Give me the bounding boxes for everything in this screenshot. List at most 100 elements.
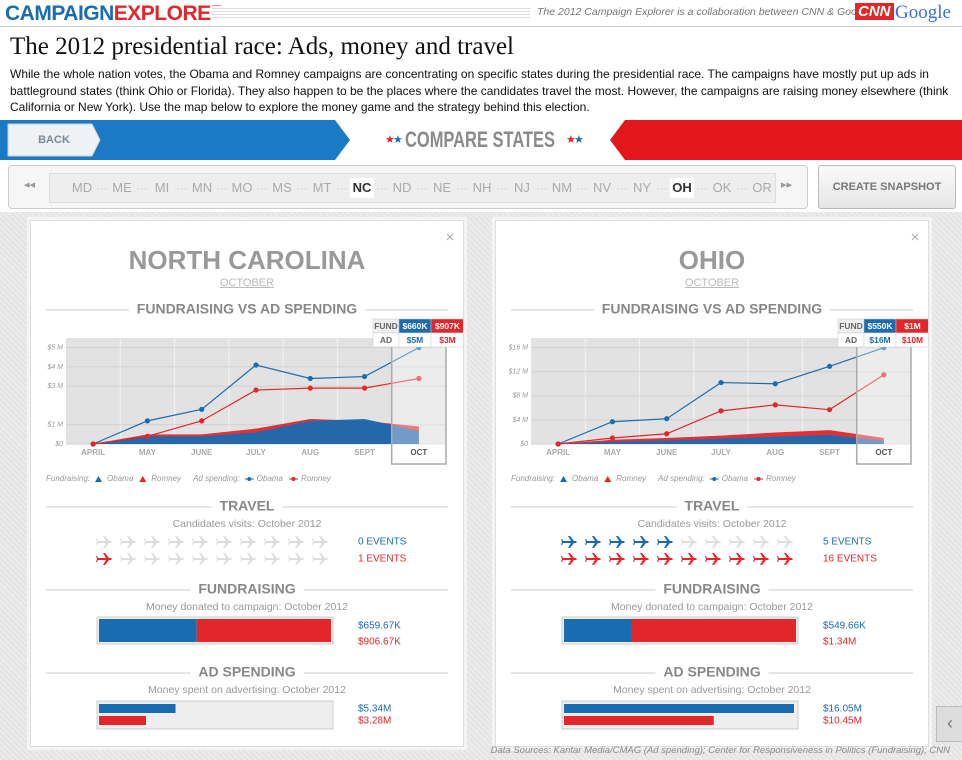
- state-sep: ···: [296, 181, 308, 195]
- side-arrow[interactable]: ‹: [936, 706, 962, 742]
- nav-title: COMPARE STATES: [405, 127, 555, 152]
- point: [199, 406, 205, 412]
- point: [826, 363, 833, 369]
- section-heading: FUNDRAISING: [663, 581, 760, 597]
- cnn-logo[interactable]: CNN: [855, 3, 894, 20]
- legend-label: Romney: [766, 474, 797, 483]
- subtitle: Money spent on advertising: October 2012: [613, 684, 811, 696]
- ad-bar: [564, 704, 794, 713]
- subtitle: Candidates visits: October 2012: [173, 518, 322, 530]
- legend-label: Obama: [572, 474, 599, 483]
- plane: [633, 553, 649, 565]
- section-heading: FUNDRAISING VS AD SPENDING: [137, 301, 358, 317]
- events-label: 0 EVENTS: [358, 537, 407, 548]
- y-tick-label: $8 M: [511, 393, 528, 400]
- point: [555, 441, 561, 447]
- plane: [216, 536, 232, 548]
- plane: [168, 553, 184, 565]
- legend-label: Obama: [257, 474, 284, 483]
- point: [307, 375, 313, 382]
- state-item[interactable]: NC: [350, 178, 374, 198]
- state-item[interactable]: NY: [632, 180, 652, 195]
- close-button[interactable]: ×: [446, 229, 455, 246]
- plane: [729, 536, 745, 548]
- point: [772, 381, 778, 387]
- legend-swatch: [139, 476, 147, 482]
- state-item[interactable]: NJ: [514, 180, 530, 195]
- state-item[interactable]: MO: [231, 180, 253, 195]
- plane: [561, 536, 577, 548]
- tooltip-text: $16M: [869, 335, 890, 345]
- header-stripes: [212, 6, 530, 20]
- plane: [753, 536, 769, 548]
- next-arrow[interactable]: ▸▸: [781, 179, 793, 191]
- state-sep: ···: [216, 181, 228, 195]
- month: OCTOBER: [220, 277, 274, 289]
- state-item[interactable]: OK: [712, 180, 732, 195]
- plane: [705, 536, 721, 548]
- ad-label: $16.05M: [823, 704, 862, 715]
- point: [253, 387, 259, 393]
- back-button[interactable]: [7, 123, 101, 157]
- state-sep: ···: [336, 181, 348, 195]
- fund-bar: [631, 619, 796, 642]
- back-label[interactable]: BACK: [38, 134, 70, 146]
- point: [199, 418, 205, 424]
- legend-swatch: [604, 476, 612, 482]
- y-tick-label: $3 M: [46, 383, 63, 390]
- state-item[interactable]: MN: [191, 180, 213, 195]
- y-tick-label: $5 M: [46, 344, 63, 351]
- events-label: 16 EVENTS: [823, 554, 877, 565]
- state-item[interactable]: ME: [112, 180, 132, 195]
- state-item[interactable]: ND: [392, 180, 412, 195]
- snapshot-button[interactable]: CREATE SNAPSHOT: [818, 165, 956, 209]
- legend-label: Romney: [616, 474, 647, 483]
- plane-row: [96, 536, 328, 548]
- close-button[interactable]: ×: [911, 229, 920, 246]
- plane: [777, 536, 793, 548]
- state-sep: ···: [656, 181, 668, 195]
- plane: [96, 536, 112, 548]
- state-item[interactable]: NH: [472, 180, 492, 195]
- state-sep: ···: [136, 181, 148, 195]
- brand[interactable]: CAMPAIGNEXPLORER: [5, 2, 226, 26]
- state-item[interactable]: NE: [432, 180, 452, 195]
- plane: [192, 536, 208, 548]
- legend-label: Romney: [151, 474, 182, 483]
- x-tick-label: OCT: [875, 448, 892, 457]
- prev-arrow[interactable]: ◂◂: [24, 179, 36, 191]
- fund-label: $549.66K: [823, 621, 866, 632]
- x-tick-label: JUNE: [191, 448, 213, 457]
- point: [361, 385, 368, 391]
- tooltip-text: $1M: [904, 321, 921, 331]
- state-item[interactable]: NV: [592, 180, 612, 195]
- state-item[interactable]: MS: [272, 180, 292, 195]
- plane: [144, 536, 160, 548]
- area: [93, 418, 419, 444]
- section-heading: AD SPENDING: [198, 664, 295, 680]
- section-heading: FUNDRAISING: [198, 581, 295, 597]
- legend-group: Fundraising:: [46, 474, 90, 483]
- brand-1: CAMPAIGN: [5, 2, 114, 25]
- tooltip-text: AD: [380, 335, 392, 345]
- state-item[interactable]: MT: [312, 180, 332, 195]
- plane: [96, 553, 112, 565]
- star: ★: [393, 134, 403, 146]
- point: [90, 441, 96, 447]
- point: [609, 435, 616, 441]
- state-item[interactable]: NM: [551, 180, 573, 195]
- footer: Data Sources: Kantar Media/CMAG (Ad spen…: [490, 745, 950, 756]
- state-item[interactable]: MI: [154, 180, 170, 195]
- state-item[interactable]: MD: [71, 180, 93, 195]
- state-item[interactable]: OH: [670, 178, 694, 198]
- plane-row: [561, 553, 793, 565]
- google-logo[interactable]: Google: [895, 2, 951, 23]
- star: ★: [385, 134, 395, 146]
- state-item[interactable]: OR: [752, 180, 772, 195]
- plane: [288, 536, 304, 548]
- tooltip-text: $5M: [407, 335, 424, 345]
- subtitle: Money donated to campaign: October 2012: [146, 601, 348, 613]
- tooltip-text: $550K: [867, 321, 893, 331]
- legend-swatch: [95, 476, 103, 482]
